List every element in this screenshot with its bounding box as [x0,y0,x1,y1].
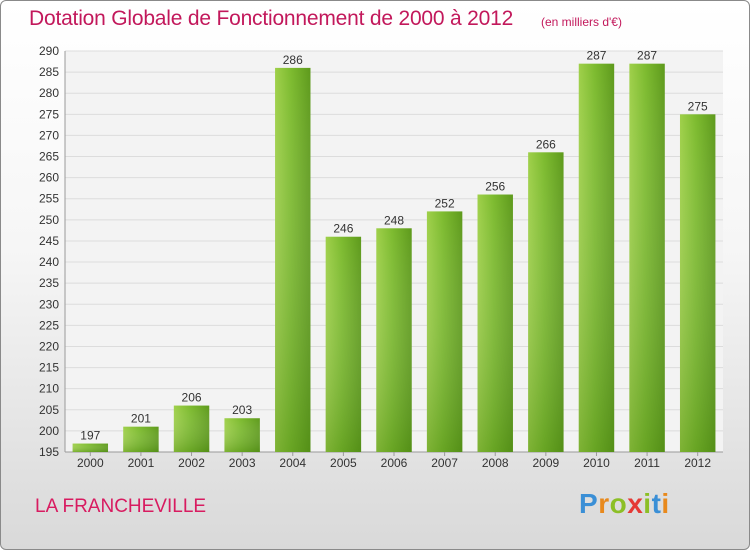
x-tick-label: 2000 [77,456,104,470]
data-label: 287 [586,49,606,63]
y-tick-label: 225 [39,318,59,332]
x-tick-label: 2001 [128,456,155,470]
x-tick-label: 2009 [532,456,559,470]
x-tick-label: 2006 [381,456,408,470]
x-tick-label: 2011 [634,456,660,470]
data-label: 246 [333,222,353,236]
logo-letter: i [643,488,652,519]
x-tick-label: 2005 [330,456,357,470]
place-name: LA FRANCHEVILLE [35,496,207,517]
logo-letter: t [651,488,662,519]
x-tick-label: 2003 [229,456,256,470]
bar-layer [72,63,716,453]
y-tick-label: 285 [39,65,59,79]
data-label: 287 [637,49,657,63]
data-label: 275 [688,99,708,113]
logo-letter: r [598,488,610,519]
y-tick-label: 250 [39,213,59,227]
y-tick-label: 265 [39,150,59,164]
bar-shade [325,236,362,452]
y-tick-label: 270 [39,128,59,142]
bar-shade [376,228,412,452]
label-layer: 197 201 206 203 286 246 248 252 256 266 287 287 275 [80,49,708,443]
logo-letter: i [661,488,670,519]
bar-shade [477,194,513,452]
y-tick-label: 255 [39,192,59,206]
data-label: 203 [232,403,252,417]
data-label: 266 [536,137,556,151]
x-tick-label: 2002 [178,456,205,470]
data-label: 206 [182,391,202,405]
data-label: 286 [283,53,303,67]
bar-shade [275,67,311,452]
logo-letter: P [579,488,599,519]
data-label: 256 [485,180,505,194]
y-tick-label: 235 [39,276,59,290]
data-label: 252 [435,196,455,210]
y-tick-label: 230 [39,297,59,311]
data-label: 197 [80,429,100,443]
y-tick-label: 245 [39,234,59,248]
y-tick-label: 215 [39,361,59,375]
logo-letter: x [627,488,644,519]
data-label: 201 [131,412,151,426]
bar-shade [426,211,463,452]
unit-label: (en milliers d'€) [541,15,622,29]
proxiti-logo: Proxiti [579,488,670,520]
bar-shade [578,63,615,453]
logo-letter: o [609,488,628,519]
y-tick-label: 240 [39,255,59,269]
y-tick-label: 205 [39,403,59,417]
bar-shade [629,63,665,453]
y-tick-label: 220 [39,339,59,353]
bar-shade [528,152,564,452]
axis-layer: 195 200 205 210 215 220 225 230 235 240 245 250 255 2… [39,44,723,470]
x-tick-label: 2012 [684,456,711,470]
y-tick-label: 260 [39,171,59,185]
x-tick-label: 2008 [482,456,509,470]
data-label: 248 [384,213,404,227]
y-tick-label: 195 [39,445,59,459]
bar-shade [173,405,210,452]
x-tick-label: 2010 [583,456,610,470]
bar-shade [72,443,109,452]
y-tick-label: 290 [39,44,59,58]
chart-title: Dotation Globale de Fonctionnement de 20… [29,7,514,30]
bar-shade [679,114,716,452]
x-tick-label: 2007 [431,456,458,470]
y-tick-label: 280 [39,86,59,100]
y-tick-label: 200 [39,424,59,438]
bar-shade [123,426,159,452]
x-tick-label: 2004 [279,456,306,470]
bar-shade [224,418,260,452]
y-tick-label: 210 [39,382,59,396]
y-tick-label: 275 [39,107,59,121]
